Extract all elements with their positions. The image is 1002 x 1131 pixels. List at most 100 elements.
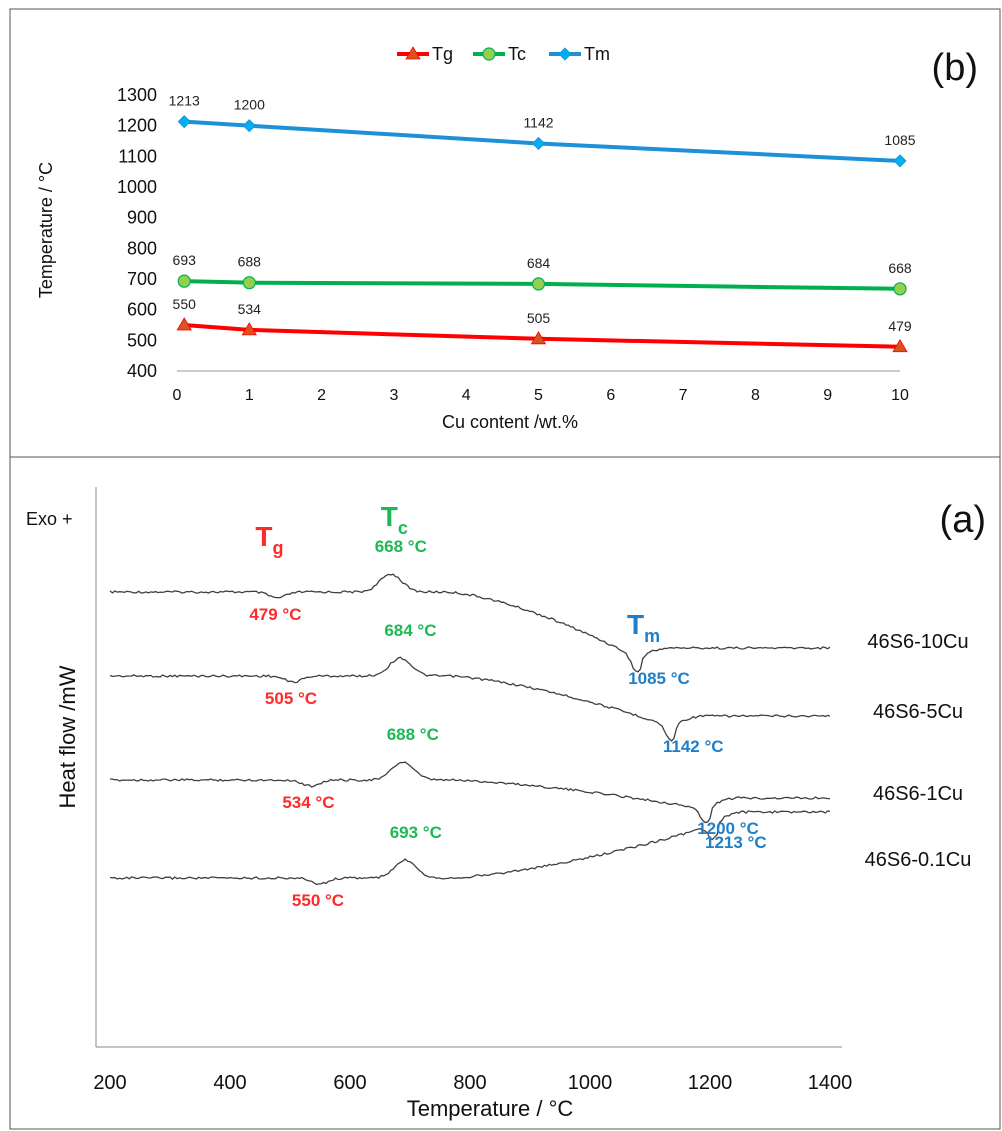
circle-marker [242, 276, 256, 290]
triangle-marker [892, 338, 908, 353]
y-tick-label: 900 [127, 208, 157, 228]
x-tick-label: 1400 [808, 1072, 853, 1094]
data-labels: 550 534 505 479 693 688 684 668 1213 1200 1142 1085 [169, 93, 916, 334]
tc-label: 688 °C [387, 725, 439, 744]
diamond-marker [558, 47, 572, 61]
diamond-marker [177, 115, 191, 129]
y-tick-label: 1000 [117, 177, 157, 197]
x-axis-label: Cu content /wt.% [442, 412, 578, 432]
y-axis-label: Temperature / °C [36, 162, 56, 298]
data-label: 684 [527, 255, 551, 271]
data-label: 688 [238, 254, 262, 270]
tg-label: 479 °C [249, 605, 301, 624]
dsc-curve-46S6-5Cu [109, 656, 831, 742]
data-label: 1085 [884, 132, 915, 148]
y-tick-labels: 400 500 600 700 800 900 1000 1100 1200 1300 [117, 85, 157, 381]
x-tick-label: 400 [213, 1072, 246, 1094]
series-line-Tm [184, 119, 901, 163]
tc-label: 684 °C [384, 621, 436, 640]
tc-label: 693 °C [390, 823, 442, 842]
sample-name: 46S6-10Cu [867, 631, 968, 653]
circle-marker [893, 282, 907, 296]
x-tick-label: 1200 [688, 1072, 733, 1094]
y-tick-label: 600 [127, 300, 157, 320]
x-tick-labels: 200 400 600 800 1000 1200 1400 [93, 1072, 852, 1094]
dsc-curve-46S6-1Cu [109, 761, 830, 824]
transition-headers: Tg Tc Tm [255, 501, 660, 646]
x-tick-label: 0 [173, 387, 182, 404]
x-tick-label: 9 [823, 387, 832, 404]
circle-marker [177, 274, 191, 288]
data-label: 1213 [169, 93, 200, 109]
data-label: 479 [888, 318, 912, 334]
x-tick-label: 4 [462, 387, 471, 404]
dsc-curve-46S6-0.1Cu [109, 810, 831, 886]
x-tick-label: 2 [317, 387, 326, 404]
data-label: 505 [527, 310, 551, 326]
tg-label: 550 °C [292, 891, 344, 910]
series-line-Tg [184, 323, 901, 349]
sample-name: 46S6-5Cu [873, 701, 963, 723]
triangle-marker [241, 322, 257, 336]
sample-names: 46S6-10Cu 46S6-5Cu 46S6-1Cu 46S6-0.1Cu [865, 631, 972, 871]
x-tick-label: 600 [333, 1072, 366, 1094]
tc-header: Tc [381, 501, 408, 538]
exo-label: Exo + [26, 509, 73, 529]
data-label: 1200 [234, 97, 265, 113]
legend-label: Tc [508, 44, 526, 64]
diamond-marker [893, 154, 907, 168]
panel-b-frame [9, 8, 1001, 458]
data-label: 1142 [523, 114, 553, 130]
tm-header: Tm [627, 609, 660, 646]
circle-marker [482, 47, 496, 61]
x-tick-labels: 0 1 2 3 4 5 6 7 8 9 10 [173, 387, 909, 404]
x-tick-label: 8 [751, 387, 760, 404]
data-label: 693 [173, 252, 197, 268]
series-lines [184, 119, 901, 349]
data-label: 550 [173, 296, 197, 312]
tg-label: 505 °C [265, 689, 317, 708]
x-tick-label: 200 [93, 1072, 126, 1094]
panel-a-frame [9, 456, 1001, 1130]
legend-label: Tm [584, 44, 610, 64]
y-tick-label: 400 [127, 361, 157, 381]
x-tick-label: 5 [534, 387, 543, 404]
x-tick-label: 6 [606, 387, 615, 404]
series-line-Tc [184, 279, 901, 291]
y-tick-label: 800 [127, 238, 157, 258]
tm-label: 1213 °C [705, 833, 767, 852]
y-axis-label: Heat flow /mW [55, 665, 80, 808]
panel-a: (a) Exo + 200 400 600 800 1000 1200 1400 TgTcT… [26, 487, 986, 1121]
triangle-marker [176, 317, 192, 331]
legend-label: Tg [432, 44, 453, 64]
dsc-curves [109, 573, 831, 886]
diamond-marker [531, 136, 546, 151]
x-axis-label: Temperature / °C [407, 1096, 574, 1121]
x-tick-label: 7 [679, 387, 688, 404]
y-tick-label: 1300 [117, 85, 157, 105]
tm-label: 1200 °C [697, 819, 759, 838]
y-tick-label: 500 [127, 330, 157, 350]
tm-label: 1142 °C [663, 737, 724, 756]
panel-b: (b) Tg Tc Tm 0 1 2 3 4 5 6 7 8 9 10 400 500 600 700 800 9… [36, 44, 978, 432]
y-tick-label: 1200 [117, 116, 157, 136]
sample-name: 46S6-0.1Cu [865, 849, 972, 871]
triangle-marker [405, 46, 421, 60]
x-tick-label: 800 [453, 1072, 486, 1094]
tm-label: 1085 °C [628, 669, 690, 688]
tg-label: 534 °C [282, 793, 334, 812]
transition-labels: 479 °C 668 °C 1085 °C 505 °C 684 °C 1142 °C 53… [249, 537, 766, 910]
series-markers [176, 115, 908, 353]
data-label: 668 [888, 260, 912, 276]
x-tick-label: 3 [389, 387, 398, 404]
tc-label: 668 °C [375, 537, 427, 556]
circle-marker [531, 277, 546, 291]
dsc-curve-46S6-10Cu [109, 573, 831, 673]
data-label: 534 [238, 301, 262, 317]
y-tick-label: 1100 [118, 146, 157, 166]
sample-name: 46S6-1Cu [873, 783, 963, 805]
x-tick-label: 10 [891, 387, 909, 404]
x-tick-label: 1 [245, 387, 254, 404]
diamond-marker [242, 119, 256, 133]
